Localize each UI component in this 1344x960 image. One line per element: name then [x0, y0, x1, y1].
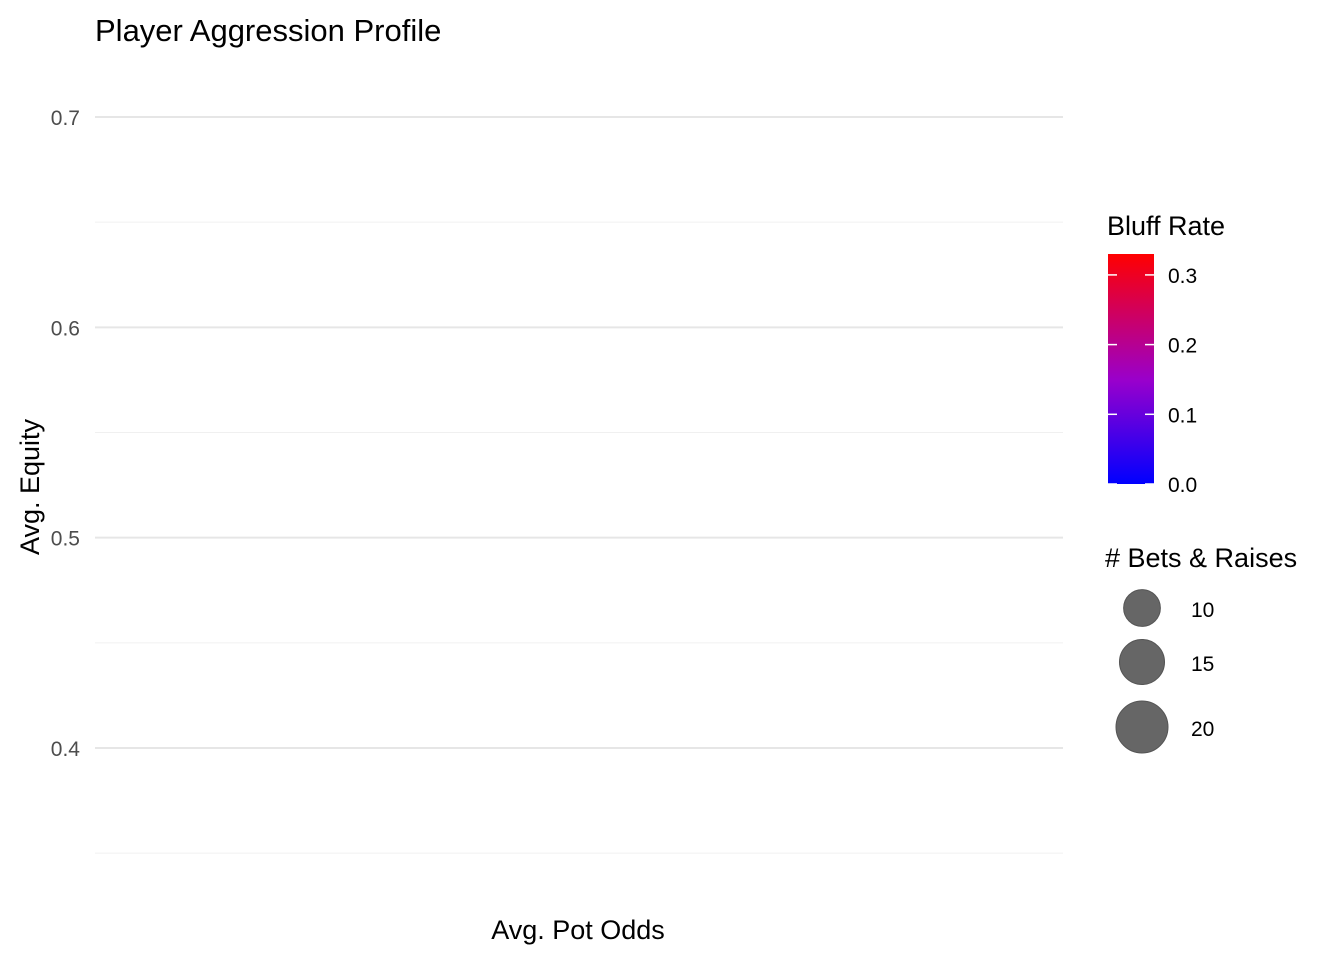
colorbar-tick-label: 0.1 — [1168, 404, 1197, 427]
color-legend: Bluff Rate 0.0 0.1 0.2 0.3 — [1107, 211, 1225, 497]
y-axis-label: Avg. Equity — [15, 418, 45, 555]
size-legend-circle — [1118, 638, 1166, 686]
color-legend-ticks: 0.0 0.1 0.2 0.3 — [1108, 265, 1197, 497]
size-legend-label: 20 — [1191, 718, 1214, 741]
size-legend-items: 10 15 20 — [1115, 589, 1214, 754]
size-legend-label: 15 — [1191, 653, 1214, 676]
color-legend-bar — [1108, 254, 1154, 484]
x-axis-label: Avg. Pot Odds — [491, 915, 665, 945]
colorbar-tick-label: 0.3 — [1168, 265, 1197, 288]
y-tick-label: 0.5 — [51, 528, 80, 551]
grid — [95, 116, 1063, 854]
size-legend-circle — [1123, 589, 1161, 627]
color-legend-title: Bluff Rate — [1107, 211, 1225, 241]
size-legend: # Bets & Raises 10 15 20 — [1105, 543, 1297, 754]
y-tick-label: 0.4 — [51, 738, 81, 761]
y-tick-label: 0.7 — [51, 107, 80, 130]
colorbar-tick-label: 0.2 — [1168, 335, 1197, 358]
colorbar-tick-label: 0.0 — [1168, 474, 1197, 497]
size-legend-title: # Bets & Raises — [1105, 543, 1297, 573]
y-axis-tick-labels: 0.4 0.5 0.6 0.7 — [51, 107, 81, 761]
size-legend-label: 10 — [1191, 599, 1214, 622]
size-legend-circle — [1115, 700, 1169, 754]
chart-title: Player Aggression Profile — [95, 13, 441, 48]
y-tick-label: 0.6 — [51, 317, 80, 340]
